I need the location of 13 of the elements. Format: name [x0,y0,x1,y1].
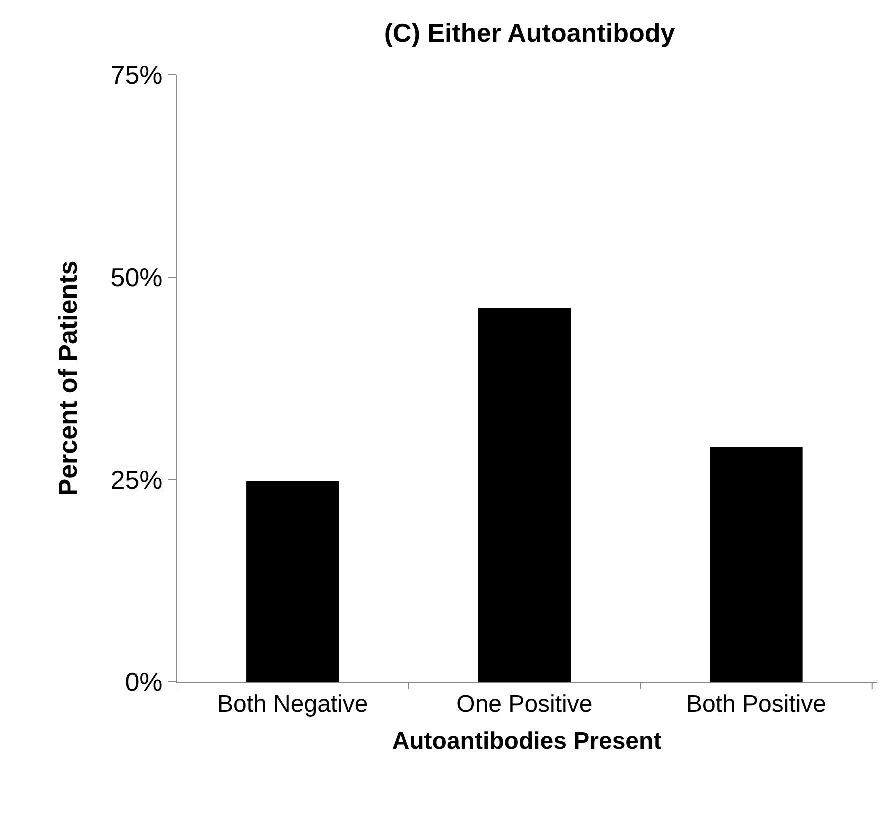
chart-title: (C) Either Autoantibody [384,18,676,48]
x-tick-label: One Positive [456,690,593,718]
x-tick-label: Both Positive [686,690,827,718]
y-tick-label: 0% [125,667,163,698]
x-tick-label: Both Negative [218,690,368,718]
bar [710,447,803,682]
y-axis-title: Percent of Patients [53,260,84,496]
y-tick-label: 75% [110,60,163,90]
y-tick-label: 25% [110,464,163,495]
x-axis-title: Autoantibodies Present [392,728,662,756]
bar [478,308,572,682]
y-tick-label: 50% [110,262,163,292]
bar [246,481,340,682]
